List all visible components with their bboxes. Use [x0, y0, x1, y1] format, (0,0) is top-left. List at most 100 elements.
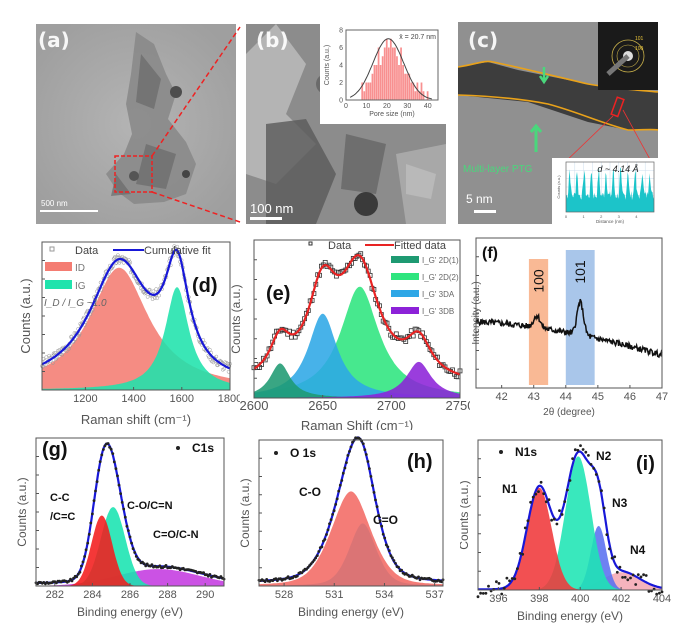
chart-e-raman-2d: 2600 2650 2700 2750 Raman Shift (cm⁻¹) Counts…	[230, 239, 470, 430]
data-point	[295, 574, 299, 578]
data-point	[508, 579, 511, 583]
data-point	[349, 445, 353, 449]
xrd-pattern-line	[475, 298, 663, 359]
histogram-bar	[396, 56, 398, 100]
data-point	[89, 521, 93, 525]
data-point	[544, 500, 548, 504]
legend-swatch	[391, 256, 419, 263]
data-point	[122, 507, 126, 511]
data-point	[309, 562, 313, 566]
panel-label-b: (b)	[256, 28, 289, 52]
data-point	[563, 500, 567, 503]
data-point	[331, 513, 334, 516]
data-point	[145, 562, 149, 566]
annotation-n2: N2	[596, 449, 612, 463]
histogram-bar	[377, 47, 380, 100]
histogram-bar	[371, 73, 374, 100]
data-point	[152, 296, 157, 300]
data-point	[629, 576, 632, 580]
data-point	[594, 473, 598, 476]
data-point	[626, 578, 630, 582]
x-axis-label: 2θ (degree)	[543, 407, 595, 418]
x-tick-label: 3	[618, 214, 621, 219]
annotation-c-double-o: C=O	[373, 513, 398, 527]
data-point	[131, 547, 135, 551]
data-point	[523, 526, 527, 530]
data-point	[558, 509, 561, 512]
data-point	[440, 580, 443, 584]
legend-marker	[274, 451, 278, 455]
data-point	[311, 560, 315, 564]
data-point	[526, 519, 530, 523]
x-tick-label: 400	[571, 593, 589, 605]
data-point	[552, 517, 556, 521]
data-point	[306, 566, 310, 569]
data-point	[384, 543, 388, 547]
multilayer-ptg-label: Multi-layer PTG	[463, 164, 533, 175]
data-point	[125, 524, 129, 528]
x-tick-label: 396	[489, 593, 507, 605]
data-point	[305, 567, 308, 571]
x-tick-label: 1400	[121, 393, 145, 405]
data-point	[326, 528, 330, 532]
data-point	[348, 450, 351, 453]
data-point	[372, 491, 376, 494]
data-point	[366, 460, 370, 463]
data-point	[72, 576, 75, 580]
data-point	[539, 480, 543, 484]
data-point	[400, 568, 403, 572]
data-point	[116, 253, 120, 258]
data-point	[77, 332, 82, 336]
data-point	[329, 518, 333, 522]
histogram-bar	[406, 73, 409, 100]
data-point	[300, 571, 304, 575]
panel-c-inset-profile: 0 1 2 3 4 Distance (nm) Counts (a.u.) d ~ 4.14 …	[552, 158, 658, 224]
data-point	[92, 499, 96, 502]
data-point	[57, 348, 62, 352]
histogram-bar	[400, 47, 402, 100]
x-tick-label: 2	[600, 214, 603, 219]
data-point	[114, 467, 118, 470]
data-point	[571, 457, 574, 460]
data-point	[175, 244, 180, 249]
legend-fit-label: Fitted data	[394, 240, 447, 252]
data-point	[639, 575, 643, 579]
legend-swatch	[391, 307, 419, 314]
x-tick-label: 534	[375, 589, 393, 601]
x-tick-label: 402	[612, 593, 630, 605]
data-point	[335, 497, 339, 501]
data-point	[128, 535, 132, 539]
legend-data-label: Data	[328, 240, 352, 252]
data-point	[346, 454, 350, 457]
panel-label-f: (f)	[482, 245, 498, 262]
legend-data-marker	[308, 241, 313, 246]
x-tick-label: 0	[565, 214, 568, 219]
legend-id-swatch	[45, 262, 72, 271]
data-point	[387, 549, 391, 553]
histogram-bar	[373, 65, 376, 100]
data-point	[109, 447, 113, 451]
legend-marker	[499, 450, 503, 454]
data-point	[332, 509, 336, 513]
x-tick-label: 0	[344, 103, 348, 110]
data-point	[337, 489, 341, 493]
band-101	[565, 250, 595, 385]
legend-label: N1s	[515, 445, 537, 459]
data-point	[106, 442, 110, 445]
data-point	[597, 480, 601, 483]
data-point	[70, 579, 74, 583]
peak-area-ig3da	[254, 313, 460, 398]
histogram-bar	[365, 82, 368, 100]
data-point	[608, 547, 611, 551]
histogram-bar	[375, 65, 378, 100]
legend-data-marker	[49, 246, 55, 252]
data-point	[276, 579, 279, 583]
data-point	[500, 592, 504, 596]
histogram-bar	[389, 38, 392, 100]
x-tick-label: 290	[196, 589, 214, 601]
data-point	[368, 467, 371, 470]
x-tick-label: 2750	[446, 398, 470, 413]
data-point	[223, 360, 227, 365]
data-point	[660, 590, 664, 594]
legend-label: O 1s	[290, 446, 316, 460]
